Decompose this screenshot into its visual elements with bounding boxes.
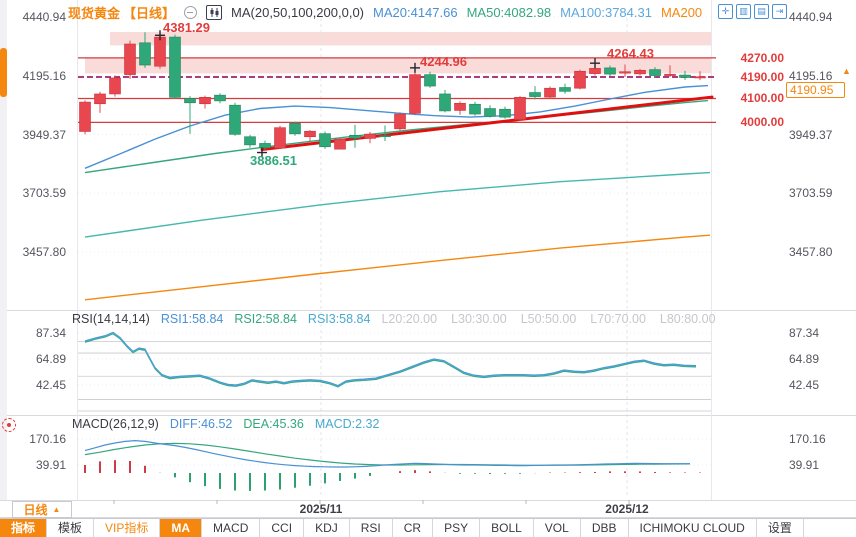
crosshair-tool-icon[interactable]: ✛ [718,4,733,19]
period-selector[interactable]: 日线 ▲ [12,501,72,518]
rsi2-value: RSI2:58.84 [234,312,297,326]
tab-bar-filler [804,519,856,537]
target-dot [7,423,11,427]
chart-type-icon[interactable] [206,5,223,20]
candles-glyph [210,8,219,17]
collapse-panel-icon[interactable]: ⇥ [772,4,787,19]
rsi-panel-header: RSI(14,14,14) RSI1:58.84 RSI2:58.84 RSI3… [72,312,716,326]
left-scrollbar[interactable] [0,0,7,500]
rsi-level-label: L70:70.00 [590,312,646,326]
rsi1-value: RSI1:58.84 [160,312,224,326]
ma100-value: MA100:3784.31 [560,5,652,20]
period-label: 日线 [23,503,48,517]
indicator-tab-psy[interactable]: PSY [433,519,481,537]
ma200-value: MA200 [660,5,703,20]
indicator-tab-vip[interactable]: VIP指标 [94,519,161,537]
rsi-level-label: L30:30.00 [451,312,507,326]
rsi-title[interactable]: RSI(14,14,14) [72,312,150,326]
macd-panel-header: MACD(26,12,9) DIFF:46.52 DEA:45.36 MACD:… [72,417,379,431]
indicator-tab-zhibiao[interactable]: 指标 [0,519,48,537]
crosshair-target-icon[interactable] [2,418,16,432]
indicator-tab-kdj[interactable]: KDJ [304,519,350,537]
candlestick-chart[interactable] [0,0,856,518]
symbol-title: 现货黄金 [68,6,121,21]
ma20-value: MA20:4147.66 [373,5,458,20]
macd-diff-value: DIFF:46.52 [169,417,233,431]
ma-settings-label[interactable]: MA(20,50,100,200,0,0) [231,5,365,20]
collapse-circle-icon[interactable] [184,6,198,19]
indicator-tab-dbb[interactable]: DBB [581,519,629,537]
indicator-tab-macd[interactable]: MACD [202,519,261,537]
scroll-to-latest-icon[interactable]: ▲ [842,66,851,76]
main-window-icon[interactable]: ▤ [754,4,769,19]
period-tag: 【日线】 [123,6,176,21]
current-price-box: 4190.95 [786,82,845,98]
indicator-tab-ma[interactable]: MA [160,519,203,537]
macd-dea-value: DEA:45.36 [243,417,304,431]
ma50-value: MA50:4082.98 [466,5,552,20]
macd-value: MACD:2.32 [314,417,380,431]
macd-title[interactable]: MACD(26,12,9) [72,417,159,431]
chart-header: 现货黄金 【日线】 MA(20,50,100,200,0,0) MA20:414… [68,3,702,22]
scrollbar-thumb[interactable] [0,48,7,97]
period-dropdown-arrow-icon: ▲ [52,505,61,514]
sub-window-icon[interactable]: ▥ [736,4,751,19]
rsi3-value: RSI3:58.84 [307,312,371,326]
indicator-tab-settings[interactable]: 设置 [757,519,804,537]
rsi-level-label: L20:20.00 [381,312,438,326]
indicator-tab-cci[interactable]: CCI [260,519,305,537]
indicator-tab-cr[interactable]: CR [393,519,434,537]
indicator-tab-moban[interactable]: 模板 [47,519,95,537]
indicator-tab-rsi[interactable]: RSI [350,519,393,537]
rsi-level-labels: L20:20.00 L30:30.00 L50:50.00 L70:70.00 L80:… [381,312,715,326]
indicator-tab-ichimoku[interactable]: ICHIMOKU CLOUD [629,519,757,537]
rsi-level-label: L50:50.00 [520,312,577,326]
indicator-tab-vol[interactable]: VOL [534,519,581,537]
chart-toolbar: ✛ ▥ ▤ ⇥ [718,4,787,19]
rsi-level-label: L80:80.00 [659,312,716,326]
indicator-tab-boll[interactable]: BOLL [480,519,534,537]
indicator-tab-bar: 指标 模板 VIP指标 MA MACD CCI KDJ RSI CR PSY BOLL VOL DBB I… [0,518,856,537]
